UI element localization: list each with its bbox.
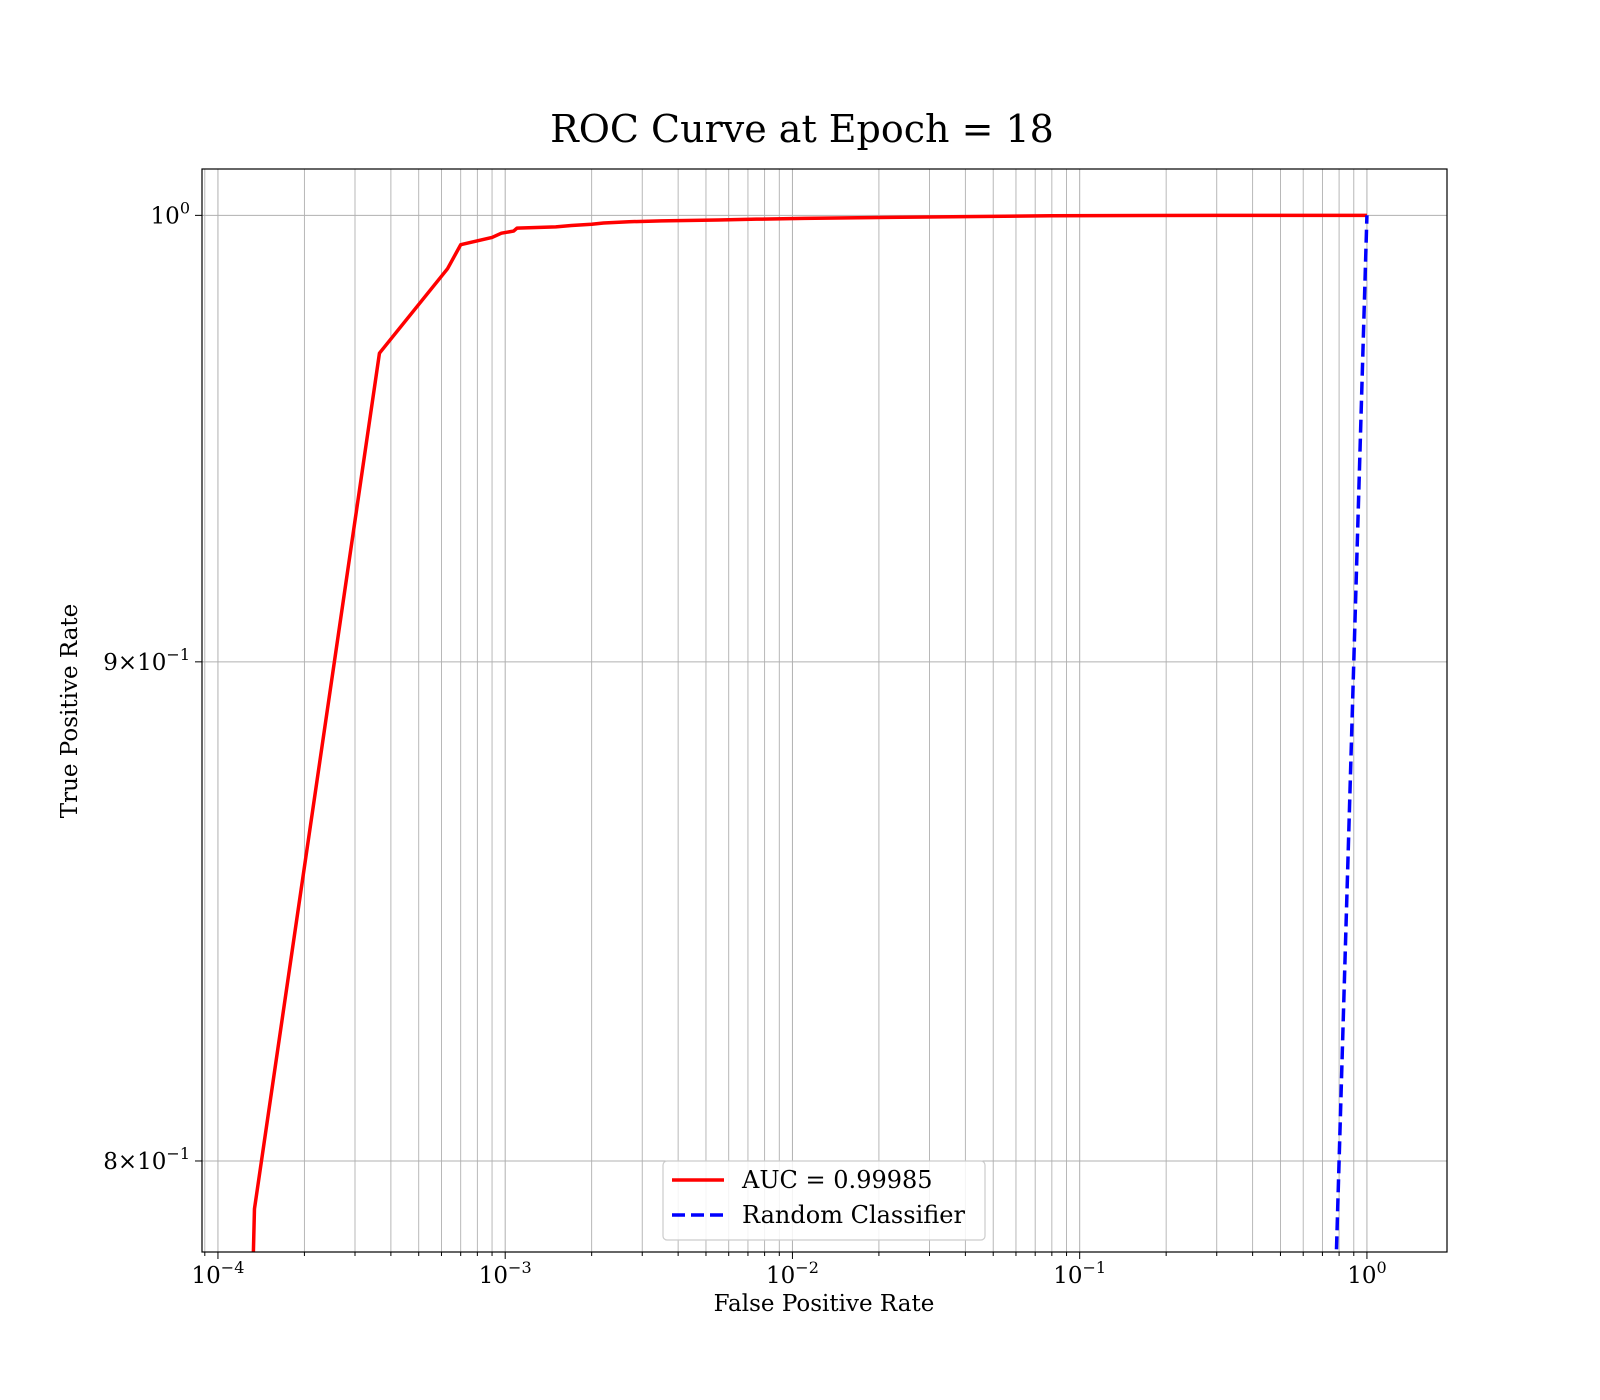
legend-label-auc: AUC = 0.99985 — [741, 1166, 933, 1194]
y-tick-label: 8×10−1 — [103, 1144, 190, 1175]
plot-frame — [201, 168, 1448, 1253]
x-tick-label: 10−3 — [479, 1258, 532, 1289]
legend-label-random: Random Classifier — [742, 1201, 965, 1229]
x-tick-label: 10−1 — [1053, 1258, 1106, 1289]
roc-curve-line — [251, 213, 1367, 1252]
random-classifier-line — [1334, 215, 1369, 1252]
y-axis-label: True Positive Rate — [57, 604, 83, 819]
series-layer — [251, 213, 1369, 1252]
x-tick-label: 10−2 — [766, 1258, 819, 1289]
y-axis: 100 9×10−1 8×10−1 — [103, 198, 202, 1175]
x-tick-label: 10−4 — [192, 1258, 245, 1289]
chart-title: ROC Curve at Epoch = 18 — [550, 107, 1054, 151]
legend-box — [662, 1160, 986, 1241]
legend: AUC = 0.99985 Random Classifier — [662, 1160, 986, 1241]
x-axis: 10−4 10−3 10−2 10−1 100 — [192, 1252, 1387, 1289]
x-axis-label: False Positive Rate — [714, 1291, 935, 1317]
y-tick-label: 100 — [151, 198, 190, 229]
grid — [202, 169, 1447, 1252]
y-tick-label: 9×10−1 — [103, 645, 190, 676]
x-tick-label: 100 — [1347, 1258, 1386, 1289]
